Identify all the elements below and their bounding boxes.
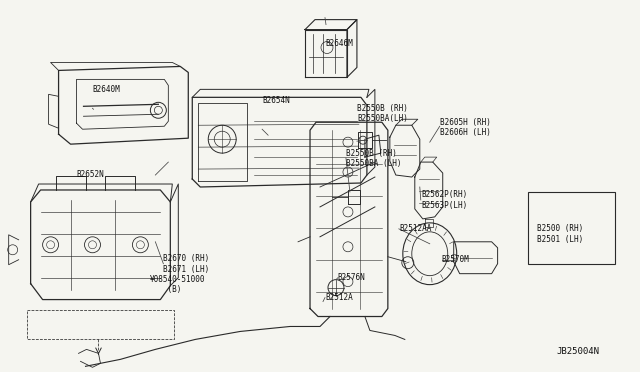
Text: B2654N: B2654N [262, 96, 291, 105]
Text: B2562P(RH)
B2563P(LH): B2562P(RH) B2563P(LH) [421, 190, 467, 210]
Text: ¥08540-51000
    (B): ¥08540-51000 (B) [150, 275, 205, 294]
Text: B2670 (RH)
B2671 (LH): B2670 (RH) B2671 (LH) [163, 254, 209, 273]
Text: JB25004N: JB25004N [556, 347, 599, 356]
Text: B2576N: B2576N [337, 273, 365, 282]
Text: B2512AA: B2512AA [399, 224, 431, 233]
Text: B2512A: B2512A [325, 293, 353, 302]
Text: B2646M: B2646M [325, 39, 353, 48]
Text: B2550B (RH)
B2550BA (LH): B2550B (RH) B2550BA (LH) [346, 148, 401, 168]
Text: B2652N: B2652N [76, 170, 104, 179]
Text: B2550B (RH)
B2550BA(LH): B2550B (RH) B2550BA(LH) [357, 104, 408, 124]
Text: B2640M: B2640M [92, 85, 120, 94]
Text: B2500 (RH)
B2501 (LH): B2500 (RH) B2501 (LH) [537, 224, 584, 244]
Text: B2605H (RH)
B2606H (LH): B2605H (RH) B2606H (LH) [440, 118, 491, 137]
Bar [527, 192, 615, 264]
Text: B2570M: B2570M [442, 255, 469, 264]
